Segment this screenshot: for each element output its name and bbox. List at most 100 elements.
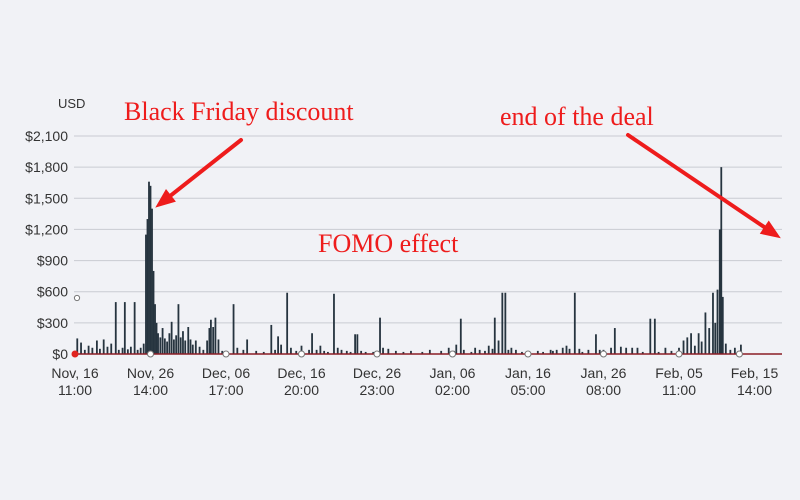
bar — [729, 349, 732, 354]
bar — [641, 351, 644, 354]
bar — [114, 302, 117, 354]
arrow-end-of-deal-head — [759, 220, 781, 239]
x-tick-time: 11:00 — [662, 382, 696, 398]
bar — [349, 351, 352, 354]
arrow-black-friday-head — [155, 189, 176, 208]
x-tick-date: Nov, 16 — [51, 365, 98, 381]
bar-series — [76, 167, 742, 354]
bar — [718, 229, 721, 354]
x-tick-date: Jan, 06 — [430, 365, 476, 381]
bar — [270, 324, 273, 354]
bar — [440, 350, 443, 354]
y-axis: $0 $300 $600 $900 $1,200 $1,500 $1,800 $2,100 — [25, 128, 68, 362]
axis-marker — [373, 350, 381, 358]
bar — [501, 292, 504, 354]
y-tick-label: $900 — [37, 253, 68, 269]
bar — [187, 327, 190, 354]
y-tick-label: $1,800 — [25, 159, 68, 175]
bar — [708, 328, 711, 354]
bar — [542, 351, 544, 354]
bar — [194, 340, 197, 354]
bar — [255, 350, 258, 354]
x-tick-time: 02:00 — [435, 382, 470, 398]
bar — [99, 348, 101, 354]
bar — [262, 351, 265, 354]
axis-marker — [71, 350, 79, 358]
bar — [184, 340, 187, 354]
annotation-black-friday: Black Friday discount — [124, 97, 354, 126]
bar — [217, 339, 220, 354]
axis-marker — [735, 350, 743, 358]
bar — [157, 333, 159, 354]
bar — [308, 349, 310, 354]
bar — [246, 339, 249, 354]
bar — [163, 338, 166, 354]
bar — [277, 336, 279, 354]
bar — [447, 347, 450, 354]
bar — [175, 335, 178, 354]
bar — [206, 340, 209, 354]
bar — [151, 208, 153, 354]
bar — [410, 350, 412, 354]
bar — [510, 347, 513, 354]
bar — [704, 312, 707, 354]
bar — [712, 292, 714, 354]
y-tick-label: $0 — [52, 346, 68, 362]
bar — [670, 350, 673, 354]
bar — [555, 349, 558, 354]
x-tick-time: 11:00 — [58, 382, 92, 398]
bar — [491, 348, 494, 354]
bar — [214, 317, 217, 354]
bar — [613, 328, 616, 354]
bar — [145, 234, 147, 354]
bar — [724, 343, 727, 354]
axis-markers — [71, 294, 743, 358]
bar — [148, 181, 150, 354]
bar — [394, 350, 397, 354]
bar — [470, 351, 473, 354]
bar — [83, 349, 86, 354]
bar — [236, 347, 239, 354]
x-tick-date: Nov, 26 — [127, 365, 174, 381]
bar — [336, 347, 339, 354]
bar — [356, 334, 359, 354]
bar — [740, 344, 742, 354]
bar — [123, 302, 126, 354]
bar — [733, 347, 736, 354]
bar — [121, 347, 124, 354]
bar — [340, 349, 343, 354]
annotations: Black Friday discount end of the deal FOMO… — [124, 97, 781, 258]
bar — [212, 327, 215, 354]
bar — [474, 347, 477, 354]
gridlines — [74, 135, 782, 324]
arrow-end-of-deal — [626, 133, 767, 230]
x-tick-time: 08:00 — [586, 382, 621, 398]
bar — [360, 350, 363, 354]
bar — [154, 304, 156, 354]
bar — [428, 349, 431, 354]
x-tick-date: Jan, 16 — [505, 365, 551, 381]
bar — [487, 345, 490, 354]
bar — [587, 349, 590, 354]
bar — [242, 349, 245, 354]
bar — [286, 292, 289, 354]
bar — [345, 350, 348, 354]
bar — [515, 349, 517, 354]
bar — [573, 292, 576, 354]
bar — [387, 348, 390, 354]
y-tick-label: $1,200 — [25, 221, 68, 237]
bar — [129, 346, 132, 354]
x-tick-date: Jan, 26 — [581, 365, 627, 381]
bar — [507, 349, 510, 354]
y-tick-label: $1,500 — [25, 190, 68, 206]
x-tick-time: 23:00 — [359, 382, 394, 398]
bar — [552, 350, 554, 354]
axis-marker — [147, 350, 154, 358]
bar — [493, 317, 496, 354]
bar — [311, 333, 313, 354]
x-tick-time: 14:00 — [133, 382, 168, 398]
bar — [568, 348, 571, 354]
bar — [686, 337, 689, 354]
bar — [649, 318, 652, 354]
